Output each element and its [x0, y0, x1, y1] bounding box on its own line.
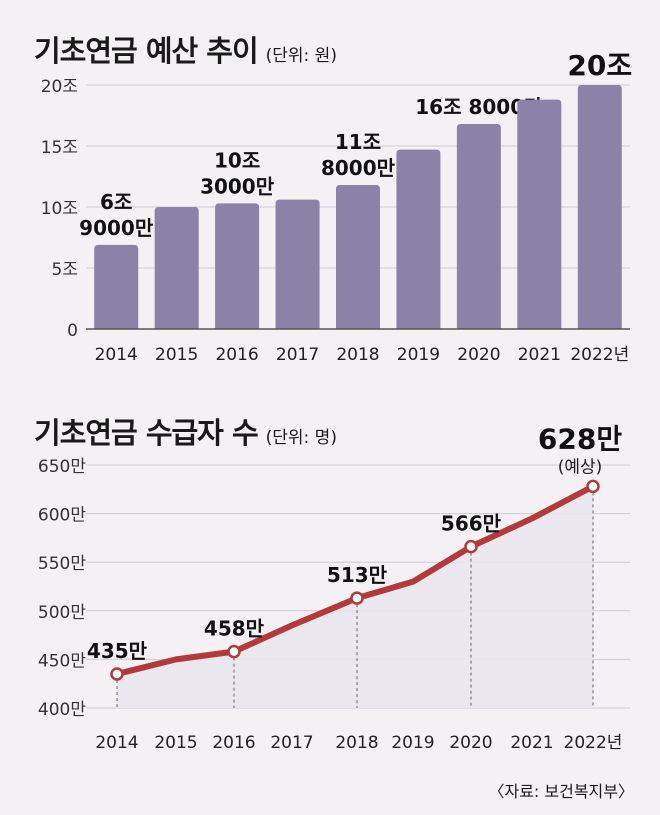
recipients-x-tick: 2017	[270, 733, 313, 753]
budget-data-label: 6조	[100, 190, 132, 214]
recipients-data-label: 435만	[87, 639, 148, 663]
recipients-y-tick: 500만	[38, 603, 86, 623]
budget-x-tick: 2015	[155, 345, 198, 365]
source-note: 〈자료: 보건복지부〉	[488, 782, 634, 801]
budget-data-label: 3000만	[200, 174, 275, 198]
recipients-x-tick: 2019	[391, 733, 434, 753]
recipients-x-tick: 2021	[510, 733, 553, 753]
recipients-x-tick: 2022년	[564, 733, 623, 753]
recipients-y-tick: 400만	[38, 700, 86, 720]
budget-bar-2014	[94, 244, 139, 329]
budget-data-label: 10조	[214, 148, 260, 172]
budget-y-tick: 0	[67, 321, 78, 341]
recipients-y-tick: 600만	[38, 506, 86, 526]
budget-data-label: 8000만	[321, 156, 396, 180]
recipients-chart-unit: (단위: 명)	[265, 428, 337, 448]
budget-data-label: 11조	[335, 130, 381, 154]
recipients-point-2022년	[586, 479, 600, 494]
recipients-data-label: 513만	[327, 563, 388, 587]
recipients-x-tick: 2018	[335, 733, 378, 753]
recipients-point-2016	[227, 644, 241, 659]
budget-x-tick: 2014	[95, 345, 138, 365]
budget-bar-2019	[396, 149, 441, 329]
recipients-x-tick: 2016	[212, 733, 255, 753]
recipients-annotation: (예상)	[558, 457, 603, 477]
budget-chart-title: 기초연금 예산 추이 (단위: 원)	[34, 34, 337, 68]
budget-x-tick: 2018	[336, 345, 379, 365]
recipients-y-tick: 550만	[38, 554, 86, 574]
recipients-x-tick: 2014	[95, 733, 138, 753]
budget-bar-2021	[517, 99, 562, 329]
recipients-y-tick: 450만	[38, 651, 86, 671]
recipients-data-label: 566만	[441, 512, 502, 536]
recipients-point-2018	[350, 591, 364, 605]
recipients-data-label: 458만	[204, 617, 265, 641]
budget-bar-2022년	[577, 85, 622, 329]
recipients-chart-title: 기초연금 수급자 수 (단위: 명)	[34, 416, 337, 450]
recipients-x-tick: 2015	[154, 733, 197, 753]
budget-y-tick: 10조	[41, 199, 78, 219]
budget-x-tick: 2021	[518, 345, 561, 365]
recipients-x-tick: 2020	[449, 733, 492, 753]
budget-x-tick: 2022년	[570, 345, 629, 365]
budget-bar-2020	[456, 124, 501, 329]
budget-y-tick: 15조	[41, 138, 78, 158]
recipients-point-2014	[110, 667, 124, 681]
budget-chart-unit: (단위: 원)	[265, 46, 337, 66]
budget-x-tick: 2017	[276, 345, 319, 365]
budget-x-tick: 2019	[397, 345, 440, 365]
budget-x-tick: 2020	[457, 345, 500, 365]
budget-bar-2015	[154, 207, 199, 329]
budget-y-tick: 5조	[52, 260, 78, 280]
budget-x-tick: 2016	[215, 345, 258, 365]
recipients-point-2020	[464, 539, 478, 554]
budget-data-label: 9000만	[79, 216, 154, 240]
budget-bar-2017	[275, 199, 320, 329]
budget-bar-2018	[336, 185, 380, 329]
budget-y-tick: 20조	[41, 77, 78, 97]
budget-data-label: 20조	[567, 49, 632, 82]
recipients-y-tick: 650만	[38, 457, 86, 477]
recipients-data-label: 628만	[538, 422, 622, 455]
budget-bar-2016	[215, 203, 260, 329]
